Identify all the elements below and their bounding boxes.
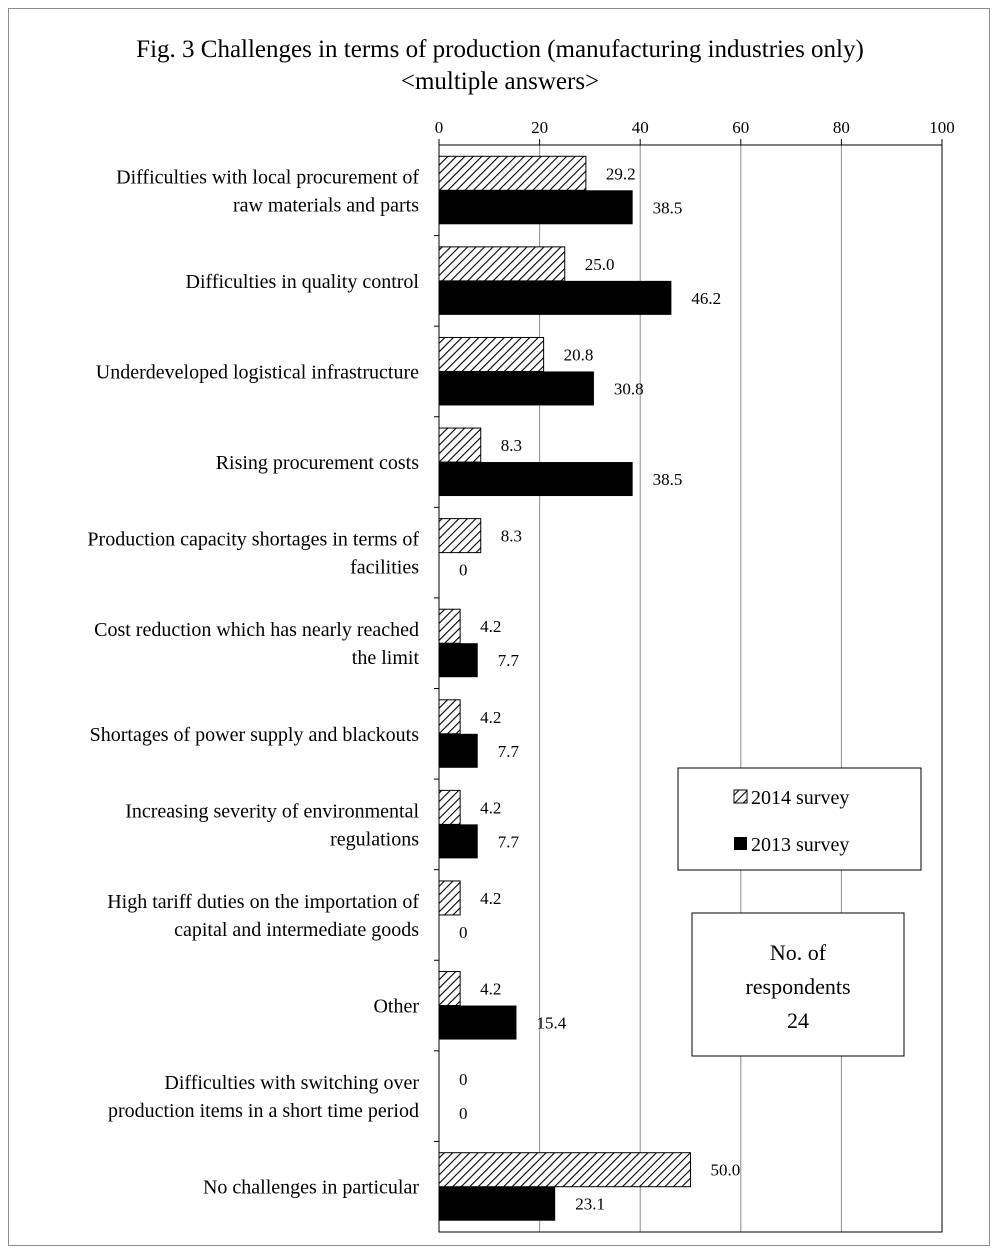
value-label-2013: 7.7	[498, 651, 520, 670]
respondents-line-1: No. of	[770, 940, 827, 965]
bars	[438, 155, 691, 1221]
x-tick-label: 80	[833, 118, 850, 137]
category-label: Production capacity shortages in terms o…	[87, 529, 419, 551]
category-labels: Difficulties with local procurement of ra…	[87, 166, 419, 1198]
category-label: Difficulties in quality control	[186, 271, 420, 293]
bar-2014	[438, 971, 461, 1007]
value-label-2013: 15.4	[536, 1014, 566, 1033]
respondents-line-2: respondents	[745, 974, 850, 999]
bar-2013	[439, 190, 633, 225]
bar-2014	[438, 427, 482, 463]
category-label: Increasing severity of environmental	[125, 800, 419, 822]
bar-2013	[439, 1005, 517, 1040]
value-label-2013: 0	[459, 561, 468, 580]
category-label: the limit	[352, 647, 420, 669]
bar-2013	[439, 1186, 556, 1221]
x-tick-label: 40	[632, 118, 649, 137]
x-tick-label: 0	[435, 118, 444, 137]
value-label-2014: 29.2	[606, 164, 636, 183]
value-label-2013: 30.8	[614, 379, 644, 398]
value-label-2014: 8.3	[501, 527, 522, 546]
bar-2014	[438, 608, 461, 644]
category-label: Difficulties with local procurement of	[116, 166, 419, 188]
value-label-2013: 23.1	[575, 1195, 605, 1214]
category-label: facilities	[350, 557, 419, 579]
bar-2014	[438, 246, 566, 282]
legend-swatch-2013	[734, 837, 747, 850]
value-label-2014: 4.2	[480, 889, 501, 908]
bar-2014	[438, 880, 461, 916]
category-label: Shortages of power supply and blackouts	[90, 724, 420, 746]
x-axis-ticks: 0 20 40 60 80 100	[434, 118, 955, 1142]
legend-label-2013: 2013 survey	[751, 834, 849, 856]
value-label-2014: 8.3	[501, 436, 522, 455]
bar-2013	[439, 371, 594, 406]
value-label-2014: 20.8	[564, 345, 594, 364]
value-label-2013: 46.2	[691, 289, 721, 308]
x-tick-label: 20	[531, 118, 548, 137]
chart-title: Fig. 3 Challenges in terms of production…	[136, 36, 864, 63]
bar-2013	[439, 733, 478, 768]
bar-2014	[438, 336, 545, 372]
category-label: Rising procurement costs	[216, 452, 420, 474]
bar-2014	[438, 155, 587, 191]
legend-swatch-2014	[733, 789, 748, 804]
bar-2013	[439, 280, 672, 315]
category-label: capital and intermediate goods	[174, 919, 419, 941]
chart-subtitle: <multiple answers>	[401, 68, 599, 95]
category-label: Underdeveloped logistical infrastructure	[96, 361, 419, 383]
x-tick-label: 60	[732, 118, 749, 137]
value-label-2014: 4.2	[480, 708, 501, 727]
value-label-2013: 7.7	[498, 742, 520, 761]
category-label: High tariff duties on the importation of	[107, 891, 419, 913]
value-label-2014: 0	[459, 1070, 468, 1089]
value-label-2013: 0	[459, 1104, 468, 1123]
chart-frame: Fig. 3 Challenges in terms of production…	[8, 8, 990, 1246]
category-label: Cost reduction which has nearly reached	[94, 619, 419, 641]
bar-2014	[438, 518, 482, 554]
category-label: raw materials and parts	[233, 194, 419, 216]
respondents-frame	[691, 912, 905, 1057]
legend: 2014 survey 2013 survey	[677, 767, 922, 871]
value-label-2013: 7.7	[498, 832, 520, 851]
category-label: No challenges in particular	[203, 1177, 419, 1199]
bar-2014	[438, 789, 461, 825]
value-label-2014: 4.2	[480, 798, 501, 817]
value-label-2013: 38.5	[653, 470, 683, 489]
legend-box	[677, 767, 922, 871]
bar-2014	[438, 699, 461, 735]
category-label: production items in a short time period	[108, 1100, 419, 1122]
value-label-2014: 25.0	[585, 255, 615, 274]
plot-area	[438, 144, 943, 1233]
respondents-line-3: 24	[787, 1008, 809, 1033]
bar-2013	[439, 824, 478, 859]
value-label-2013: 0	[459, 923, 468, 942]
value-label-2014: 4.2	[480, 617, 501, 636]
bar-2014	[438, 1152, 691, 1188]
category-label: Difficulties with switching over	[164, 1072, 419, 1094]
value-label-2014: 4.2	[480, 980, 501, 999]
value-label-2013: 38.5	[653, 198, 683, 217]
category-label: Other	[373, 996, 419, 1018]
value-label-2014: 50.0	[711, 1161, 741, 1180]
bar-chart: Fig. 3 Challenges in terms of production…	[87, 36, 955, 1233]
value-labels: 29.2 38.5 25.0 46.2 20.8 30.8 8.3 38.5 8.3 0 4.2 7.…	[459, 164, 740, 1213]
category-label: regulations	[330, 828, 419, 850]
bar-2013	[439, 462, 633, 497]
bar-2013	[439, 643, 478, 678]
legend-label-2014: 2014 survey	[751, 787, 849, 809]
x-tick-label: 100	[929, 118, 955, 137]
respondents-box: No. of respondents 24	[691, 912, 905, 1057]
